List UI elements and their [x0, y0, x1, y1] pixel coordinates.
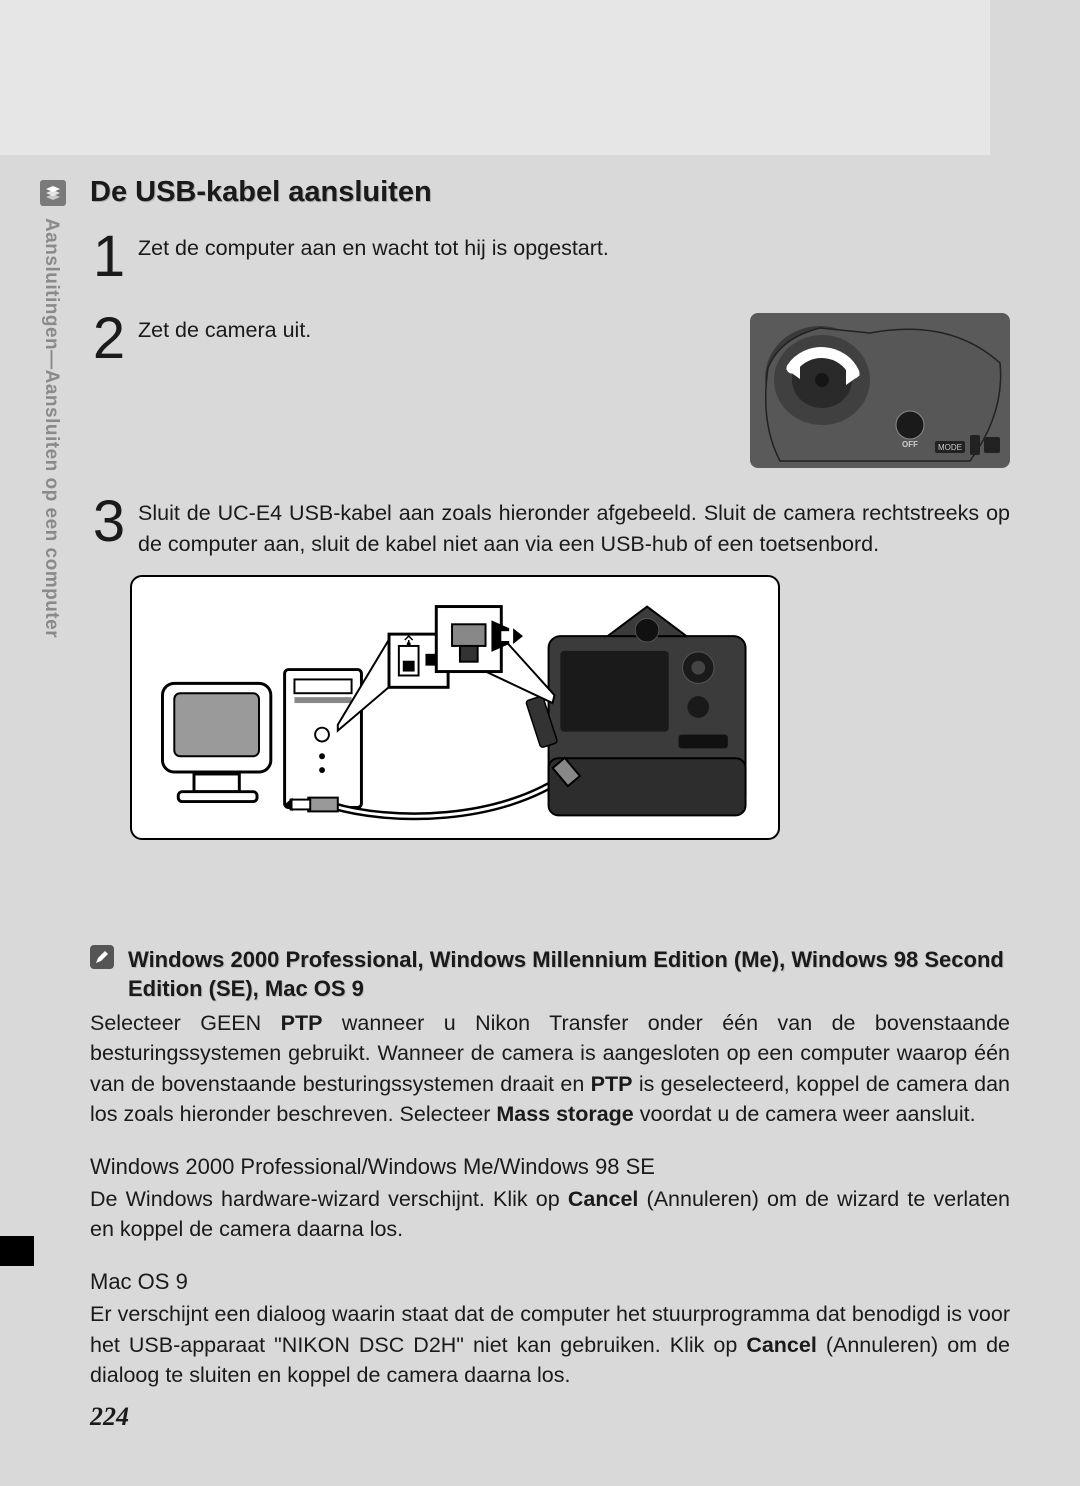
- windows-body: De Windows hardware-wizard verschijnt. K…: [90, 1184, 1010, 1245]
- step-text: Zet de camera uit.: [138, 313, 714, 346]
- step-3: 3 Sluit de UC-E4 USB-kabel aan zoals hie…: [90, 496, 1010, 560]
- note-body: Selecteer GEEN PTP wanneer u Nikon Trans…: [90, 1008, 1010, 1130]
- note-heading-text: Windows 2000 Professional, Windows Mille…: [128, 945, 1010, 1004]
- mac-subhead: Mac OS 9: [90, 1269, 1010, 1295]
- camera-power-diagram: OFF MODE: [750, 313, 1010, 468]
- step-text: Zet de computer aan en wacht tot hij is …: [138, 231, 1010, 264]
- mode-label: MODE: [938, 443, 962, 452]
- mac-body: Er verschijnt een dialoog waarin staat d…: [90, 1299, 1010, 1391]
- off-label: OFF: [902, 440, 918, 449]
- step-number: 1: [90, 231, 128, 283]
- step-2: 2 Zet de camera uit. OFF MODE: [90, 313, 1010, 468]
- page-content: De USB-kabel aansluiten 1 Zet de compute…: [0, 0, 1080, 1486]
- usb-connection-diagram: [130, 575, 780, 840]
- page-title: De USB-kabel aansluiten: [90, 176, 1010, 209]
- step-number: 3: [90, 496, 128, 548]
- pencil-icon: [90, 945, 114, 969]
- step-1: 1 Zet de computer aan en wacht tot hij i…: [90, 231, 1010, 283]
- step-number: 2: [90, 313, 128, 365]
- step-text: Sluit de UC-E4 USB-kabel aan zoals hiero…: [138, 496, 1010, 560]
- note-heading: Windows 2000 Professional, Windows Mille…: [90, 945, 1010, 1004]
- windows-subhead: Windows 2000 Professional/Windows Me/Win…: [90, 1154, 1010, 1180]
- page-number: 224: [90, 1402, 129, 1432]
